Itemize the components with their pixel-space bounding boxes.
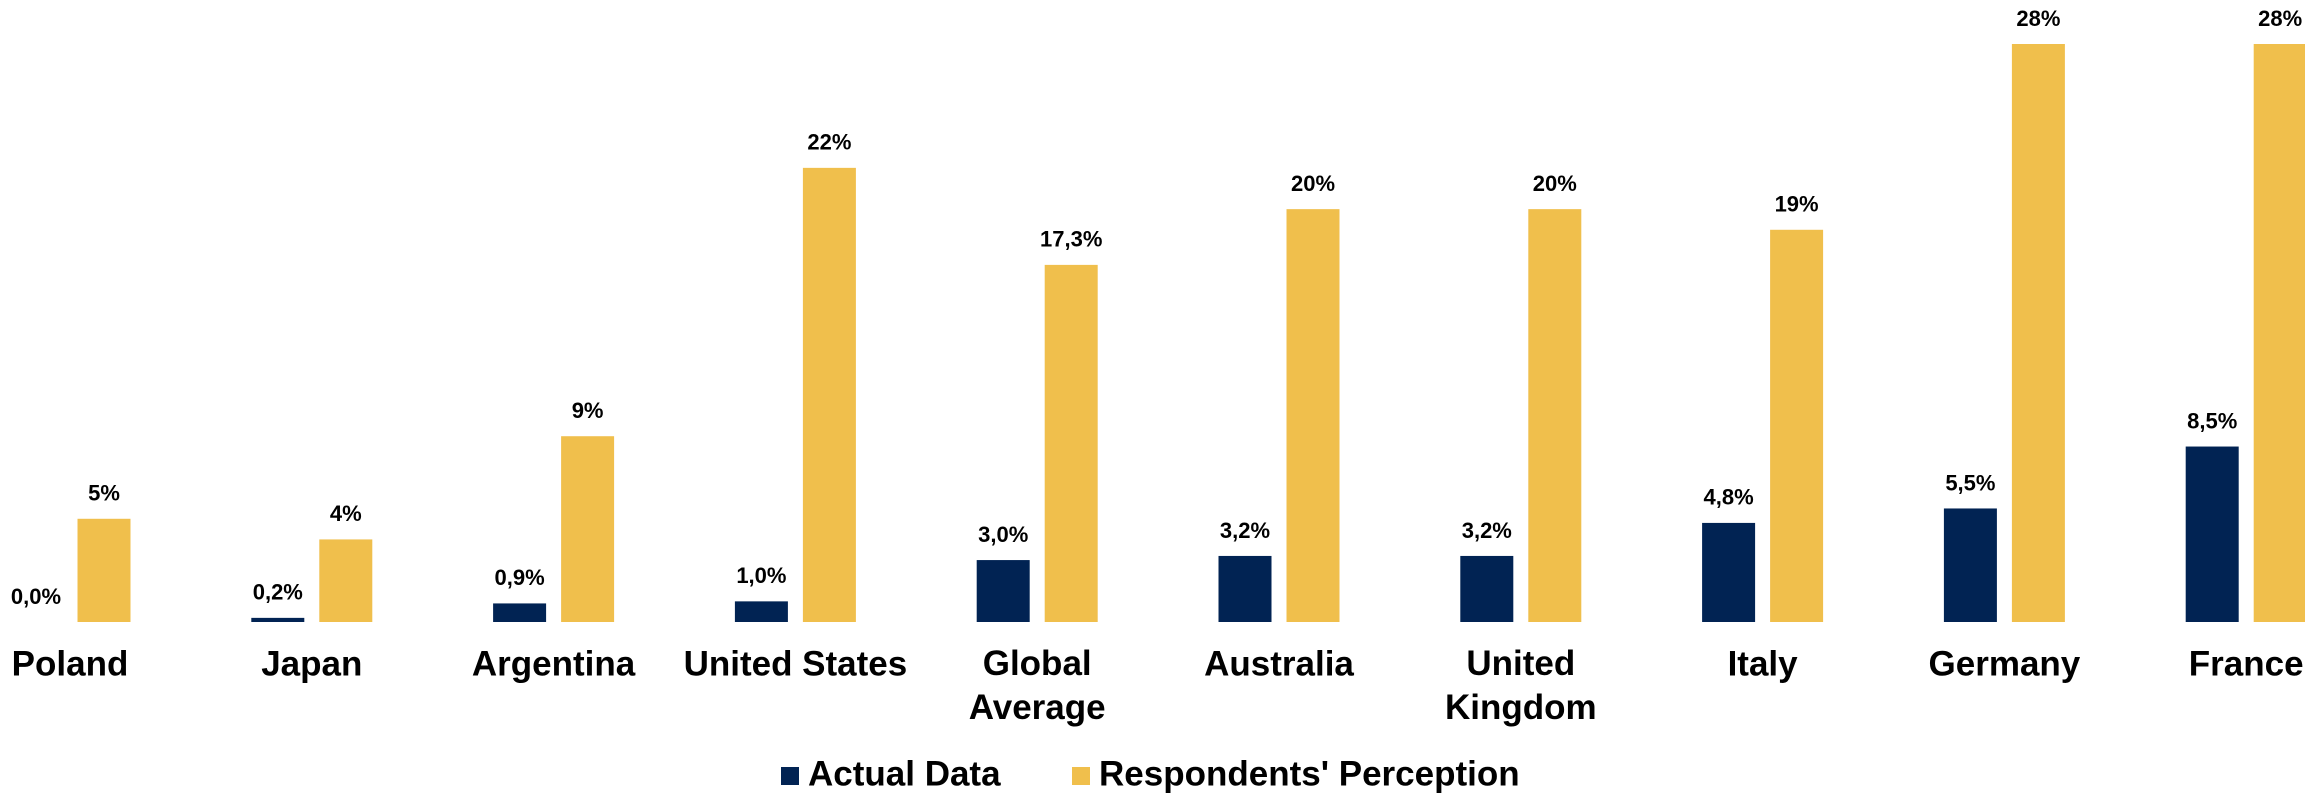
value-label: 3,0% [978, 522, 1028, 547]
value-label: 20% [1533, 171, 1577, 196]
x-tick-label-line: Average [969, 688, 1106, 727]
bar [2011, 44, 2065, 622]
x-tick-label: Global Average [969, 644, 1106, 727]
bar [77, 518, 131, 622]
x-tick-label: Italy [1728, 644, 1799, 683]
bar [1770, 229, 1824, 623]
value-label: 19% [1775, 192, 1819, 217]
bar [493, 603, 547, 622]
x-tick-label-line: Global [983, 644, 1092, 683]
value-label: 9% [572, 398, 604, 423]
x-tick-label: France [2189, 644, 2304, 683]
legend-label: Respondents' Perception [1099, 754, 1520, 793]
value-label: 3,2% [1462, 518, 1512, 543]
value-label: 17,3% [1040, 227, 1102, 252]
value-label: 0,2% [253, 580, 303, 605]
bar [2253, 44, 2305, 622]
value-label: 3,2% [1220, 518, 1270, 543]
value-label: 8,5% [2187, 408, 2237, 433]
bar [1528, 209, 1582, 622]
value-label: 0,0% [11, 584, 61, 609]
bar [734, 601, 788, 622]
x-tick-label: Argentina [472, 644, 636, 683]
bar [2185, 446, 2239, 622]
bar [319, 539, 373, 622]
bar [1460, 555, 1514, 622]
bar [1286, 209, 1340, 622]
legend-label: Actual Data [808, 754, 1001, 793]
bar [251, 617, 305, 622]
legend-swatch [781, 767, 799, 785]
value-label: 28% [2258, 6, 2302, 31]
bar [1943, 508, 1997, 622]
value-label: 1,0% [736, 563, 786, 588]
bar [561, 436, 615, 622]
value-label: 4% [330, 501, 362, 526]
bar [1702, 522, 1756, 622]
bar [802, 167, 856, 622]
bar [1044, 264, 1098, 622]
x-tick-label: United Kingdom [1445, 644, 1597, 727]
value-label: 20% [1291, 171, 1335, 196]
bar [1218, 555, 1272, 622]
x-tick-label: Japan [261, 644, 362, 683]
x-tick-label-line: United [1466, 644, 1575, 683]
x-tick-label: Poland [12, 644, 129, 683]
value-label: 0,9% [495, 565, 545, 590]
x-tick-label-line: Kingdom [1445, 688, 1597, 727]
value-label: 4,8% [1704, 485, 1754, 510]
value-label: 28% [2016, 6, 2060, 31]
x-tick-label: United States [684, 644, 908, 683]
bar [976, 560, 1030, 622]
value-label: 5,5% [1945, 470, 1995, 495]
x-tick-label: Australia [1204, 644, 1354, 683]
value-label: 5% [88, 481, 120, 506]
value-label: 22% [807, 130, 851, 155]
x-tick-label: Germany [1929, 644, 2081, 683]
legend-swatch [1072, 767, 1090, 785]
